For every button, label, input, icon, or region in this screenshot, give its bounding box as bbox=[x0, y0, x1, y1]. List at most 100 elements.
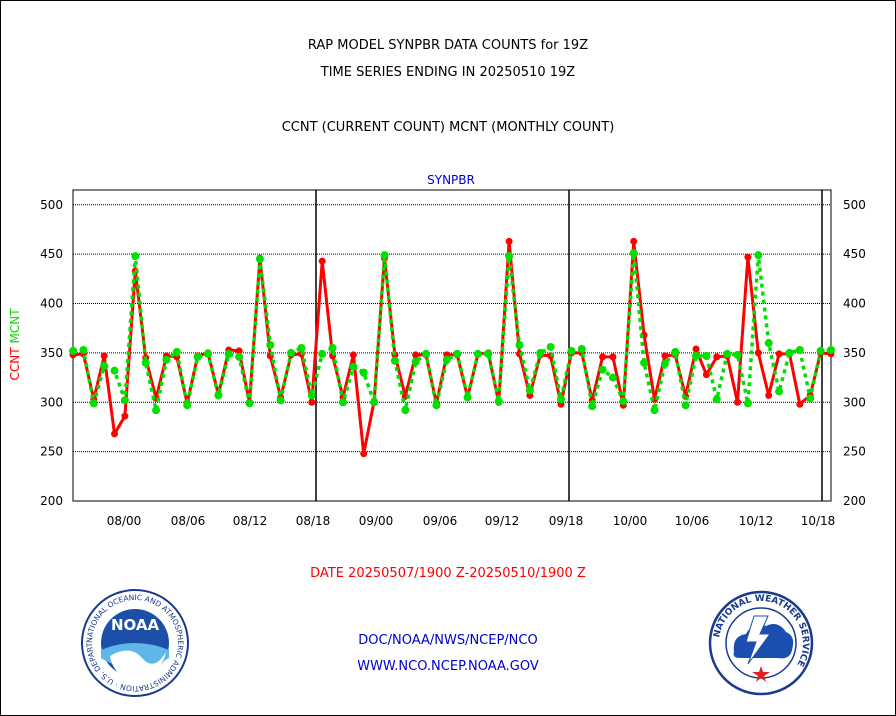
data-point-ccnt bbox=[775, 350, 783, 358]
data-point-mcnt bbox=[546, 342, 555, 351]
data-point-mcnt bbox=[183, 401, 192, 410]
data-point-ccnt bbox=[235, 347, 243, 355]
data-point-ccnt bbox=[412, 351, 420, 359]
data-point-mcnt bbox=[681, 401, 690, 410]
data-point-mcnt bbox=[640, 358, 649, 367]
x-tick-label: 10/18 bbox=[801, 514, 836, 528]
data-point-mcnt bbox=[671, 347, 680, 356]
data-point-ccnt bbox=[754, 349, 762, 357]
y-tick-label-left: 350 bbox=[40, 346, 63, 360]
chart-title-line3: CCNT (CURRENT COUNT) MCNT (MONTHLY COUNT… bbox=[281, 120, 615, 135]
y-tick-label-left: 300 bbox=[40, 395, 63, 409]
data-point-mcnt bbox=[69, 346, 77, 355]
data-point-mcnt bbox=[463, 393, 472, 402]
data-point-mcnt bbox=[235, 352, 244, 361]
data-point-mcnt bbox=[100, 361, 109, 370]
data-point-mcnt bbox=[764, 339, 773, 348]
data-point-mcnt bbox=[453, 349, 462, 358]
x-tick-label: 10/06 bbox=[675, 514, 710, 528]
data-point-mcnt bbox=[224, 349, 233, 358]
data-point-mcnt bbox=[380, 251, 389, 260]
data-point-ccnt bbox=[661, 352, 669, 360]
data-point-mcnt bbox=[702, 351, 711, 360]
x-tick-label: 09/12 bbox=[485, 514, 520, 528]
data-point-mcnt bbox=[743, 399, 752, 408]
x-tick-label: 08/06 bbox=[171, 514, 206, 528]
y-axis-label-ccnt: CCNT bbox=[8, 347, 22, 381]
data-point-mcnt bbox=[401, 406, 410, 415]
data-point-mcnt bbox=[120, 396, 129, 405]
data-point-mcnt bbox=[318, 349, 327, 358]
data-point-ccnt bbox=[765, 391, 773, 399]
x-tick-label: 09/18 bbox=[549, 514, 584, 528]
data-point-mcnt bbox=[557, 395, 566, 404]
x-tick-label: 08/12 bbox=[233, 514, 268, 528]
data-point-mcnt bbox=[89, 399, 98, 408]
data-point-mcnt bbox=[255, 255, 264, 264]
chart-subtitle: SYNPBR bbox=[427, 173, 475, 187]
data-point-mcnt bbox=[629, 249, 638, 258]
x-tick-label: 08/00 bbox=[107, 514, 142, 528]
data-point-mcnt bbox=[162, 355, 171, 364]
data-point-mcnt bbox=[785, 348, 794, 357]
data-point-mcnt bbox=[754, 251, 763, 260]
data-point-mcnt bbox=[390, 356, 399, 365]
data-point-mcnt bbox=[287, 348, 296, 357]
data-point-mcnt bbox=[245, 399, 254, 408]
data-point-ccnt bbox=[734, 398, 742, 406]
data-point-mcnt bbox=[349, 362, 358, 371]
data-point-mcnt bbox=[141, 358, 150, 367]
data-point-mcnt bbox=[598, 365, 607, 374]
chart-title-line1: RAP MODEL SYNPBR DATA COUNTS for 19Z bbox=[307, 38, 589, 53]
y-tick-label-left: 250 bbox=[40, 445, 63, 459]
data-point-ccnt bbox=[505, 237, 513, 245]
data-point-mcnt bbox=[567, 346, 576, 355]
data-point-ccnt bbox=[111, 430, 119, 438]
data-point-mcnt bbox=[733, 350, 742, 359]
data-point-mcnt bbox=[297, 343, 306, 352]
data-point-mcnt bbox=[816, 346, 825, 355]
data-point-ccnt bbox=[599, 353, 607, 361]
series-line-mcnt bbox=[72, 251, 832, 412]
data-point-ccnt bbox=[349, 351, 357, 359]
data-point-ccnt bbox=[796, 400, 804, 408]
date-range-label: DATE 20250507/1900 Z-20250510/1900 Z bbox=[310, 566, 586, 581]
data-point-mcnt bbox=[712, 395, 721, 404]
data-point-mcnt bbox=[795, 345, 804, 354]
noaa-logo: NATIONAL OCEANIC AND ATMOSPHERIC ADMINIS… bbox=[80, 588, 189, 697]
data-point-mcnt bbox=[110, 366, 119, 375]
data-point-mcnt bbox=[79, 345, 88, 354]
data-point-mcnt bbox=[338, 398, 347, 407]
y-tick-label-right: 300 bbox=[843, 395, 866, 409]
nws-logo: NATIONAL WEATHER SERVICE bbox=[708, 590, 814, 696]
data-point-ccnt bbox=[121, 412, 129, 420]
data-point-mcnt bbox=[619, 397, 628, 406]
data-point-mcnt bbox=[214, 391, 223, 400]
data-point-mcnt bbox=[660, 359, 669, 368]
x-tick-label: 09/06 bbox=[423, 514, 458, 528]
website-link[interactable]: WWW.NCO.NCEP.NOAA.GOV bbox=[357, 659, 539, 674]
data-point-ccnt bbox=[692, 345, 700, 353]
y-tick-label-left: 400 bbox=[40, 297, 63, 311]
plot-border bbox=[72, 189, 832, 502]
data-point-mcnt bbox=[525, 386, 534, 395]
x-tick-label: 10/12 bbox=[739, 514, 774, 528]
data-point-ccnt bbox=[308, 398, 316, 406]
y-tick-label-left: 200 bbox=[40, 494, 63, 508]
data-point-mcnt bbox=[411, 357, 420, 366]
data-point-mcnt bbox=[577, 344, 586, 353]
noaa-logo-text: NOAA bbox=[111, 616, 160, 634]
org-label: DOC/NOAA/NWS/NCEP/NCO bbox=[358, 633, 538, 648]
data-point-mcnt bbox=[588, 402, 597, 411]
data-point-mcnt bbox=[515, 341, 524, 350]
data-point-mcnt bbox=[692, 351, 701, 360]
data-point-mcnt bbox=[172, 347, 181, 356]
data-point-mcnt bbox=[442, 355, 451, 364]
data-point-mcnt bbox=[432, 401, 441, 410]
data-point-mcnt bbox=[266, 341, 275, 350]
y-tick-label-right: 500 bbox=[843, 198, 866, 212]
series-line-ccnt bbox=[72, 239, 832, 456]
y-axis-label-mcnt: MCNT bbox=[8, 308, 22, 344]
y-tick-label-right: 250 bbox=[843, 445, 866, 459]
